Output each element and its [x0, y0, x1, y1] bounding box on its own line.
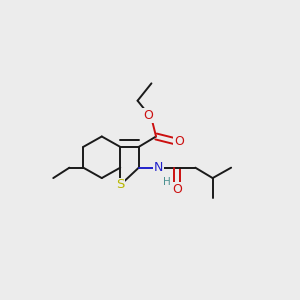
- Text: O: O: [172, 183, 182, 196]
- Text: H: H: [163, 176, 170, 187]
- Text: O: O: [143, 109, 153, 122]
- Text: S: S: [116, 178, 124, 191]
- Text: N: N: [154, 161, 163, 174]
- Text: O: O: [174, 135, 184, 148]
